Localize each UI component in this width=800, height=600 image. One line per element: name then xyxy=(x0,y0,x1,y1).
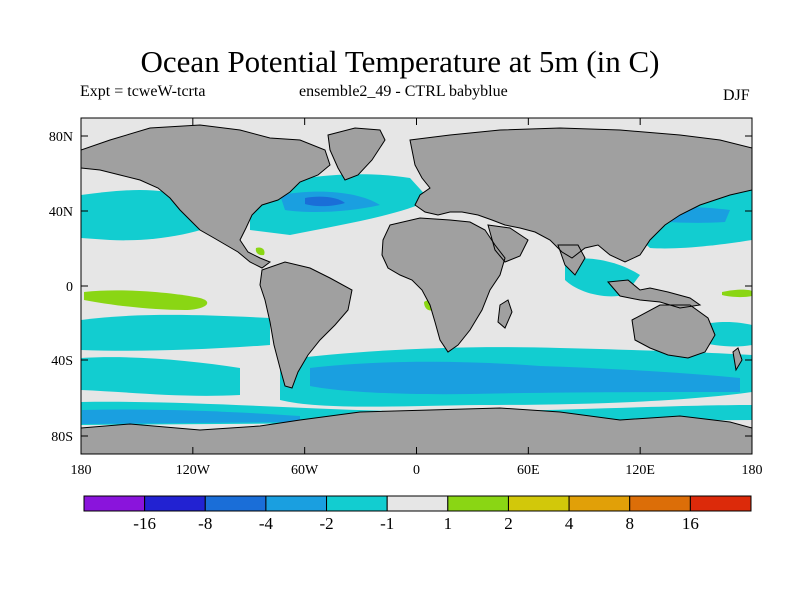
colorbar-swatch xyxy=(386,495,449,512)
land-mass xyxy=(260,262,352,388)
land-mass xyxy=(488,225,528,262)
lat-tick-label: 80S xyxy=(51,430,73,445)
land-mass xyxy=(410,128,752,262)
lon-axis-ticks: 180 120W 60W 0 60E 120E 180 xyxy=(71,118,763,478)
lon-tick-label: 120W xyxy=(176,463,211,478)
cool-mid-anomaly-patch xyxy=(310,361,740,395)
cool-anomaly-patch xyxy=(700,321,752,347)
colorbar-swatch xyxy=(83,495,146,512)
colorbar-label: -8 xyxy=(198,514,212,533)
coastlines xyxy=(81,124,752,454)
lat-tick-label: 80N xyxy=(49,130,73,145)
coastline xyxy=(81,124,331,269)
colorbar-swatch xyxy=(265,495,328,512)
ensemble-label: ensemble2_49 - CTRL babyblue xyxy=(299,83,508,100)
cool-dark-anomaly-patch xyxy=(305,196,345,207)
land-mass xyxy=(328,128,385,180)
coastline xyxy=(497,299,513,329)
warm-anomaly-patch xyxy=(84,290,208,310)
coastline xyxy=(381,217,506,353)
lat-tick-label: 40S xyxy=(51,354,73,369)
land-mass xyxy=(608,280,700,308)
lon-tick-label: 180 xyxy=(742,463,763,478)
coastline xyxy=(487,224,529,263)
colorbar-swatch xyxy=(144,495,206,512)
land-mass xyxy=(81,408,752,454)
land-mass xyxy=(382,218,505,352)
cool-dark-anomaly-regions xyxy=(305,196,345,207)
colorbar-label: 4 xyxy=(565,514,574,533)
colorbar-swatch xyxy=(326,495,388,512)
land-mass xyxy=(632,305,715,358)
map-plot-area xyxy=(81,118,752,454)
colorbar-swatch xyxy=(629,495,691,512)
season-label: DJF xyxy=(723,87,750,104)
map-title: Ocean Potential Temperature at 5m (in C) xyxy=(140,44,660,79)
coastline xyxy=(606,279,702,309)
colorbar-label: -1 xyxy=(380,514,394,533)
colorbar-swatch xyxy=(507,495,570,512)
lon-tick-label: 0 xyxy=(413,463,420,478)
lon-tick-label: 180 xyxy=(71,463,92,478)
colorbar-label: 8 xyxy=(625,514,634,533)
experiment-label: Expt = tcweW-tcrta xyxy=(80,83,206,100)
lon-tick-label: 60W xyxy=(291,463,319,478)
cool-anomaly-patch xyxy=(81,357,240,396)
colorbar-swatch xyxy=(204,495,267,512)
warm-anomaly-patch xyxy=(255,247,265,256)
lat-axis-ticks: 80N 40N 0 40S 80S xyxy=(49,130,752,445)
land-mass xyxy=(558,245,585,275)
colorbar-label: 2 xyxy=(504,514,513,533)
colorbar-label: -16 xyxy=(133,514,156,533)
colorbar-swatch xyxy=(568,495,631,512)
land-mass xyxy=(498,300,512,328)
coastline xyxy=(732,347,743,372)
colorbar: -16 -8 -4 -2 -1 1 2 4 8 16 xyxy=(83,495,752,533)
coastline xyxy=(557,244,586,276)
colorbar-swatch xyxy=(689,495,752,512)
lat-tick-label: 0 xyxy=(66,280,73,295)
lon-tick-label: 120E xyxy=(625,463,655,478)
warm-anomaly-patch xyxy=(722,289,752,298)
land-mass xyxy=(81,125,330,268)
lon-tick-label: 60E xyxy=(517,463,540,478)
coastline xyxy=(409,127,752,263)
colorbar-label: 1 xyxy=(444,514,453,533)
colorbar-label: -2 xyxy=(319,514,333,533)
colorbar-swatch xyxy=(447,495,509,512)
lat-tick-label: 40N xyxy=(49,205,73,220)
colorbar-label: -4 xyxy=(259,514,274,533)
coastline xyxy=(327,127,386,181)
cool-anomaly-patch xyxy=(81,314,270,351)
cool-mid-anomaly-patch xyxy=(82,409,300,424)
coastline xyxy=(259,261,353,389)
coastline xyxy=(81,407,752,454)
coastline xyxy=(631,304,716,359)
colorbar-label: 16 xyxy=(682,514,699,533)
land-masses xyxy=(81,125,752,454)
